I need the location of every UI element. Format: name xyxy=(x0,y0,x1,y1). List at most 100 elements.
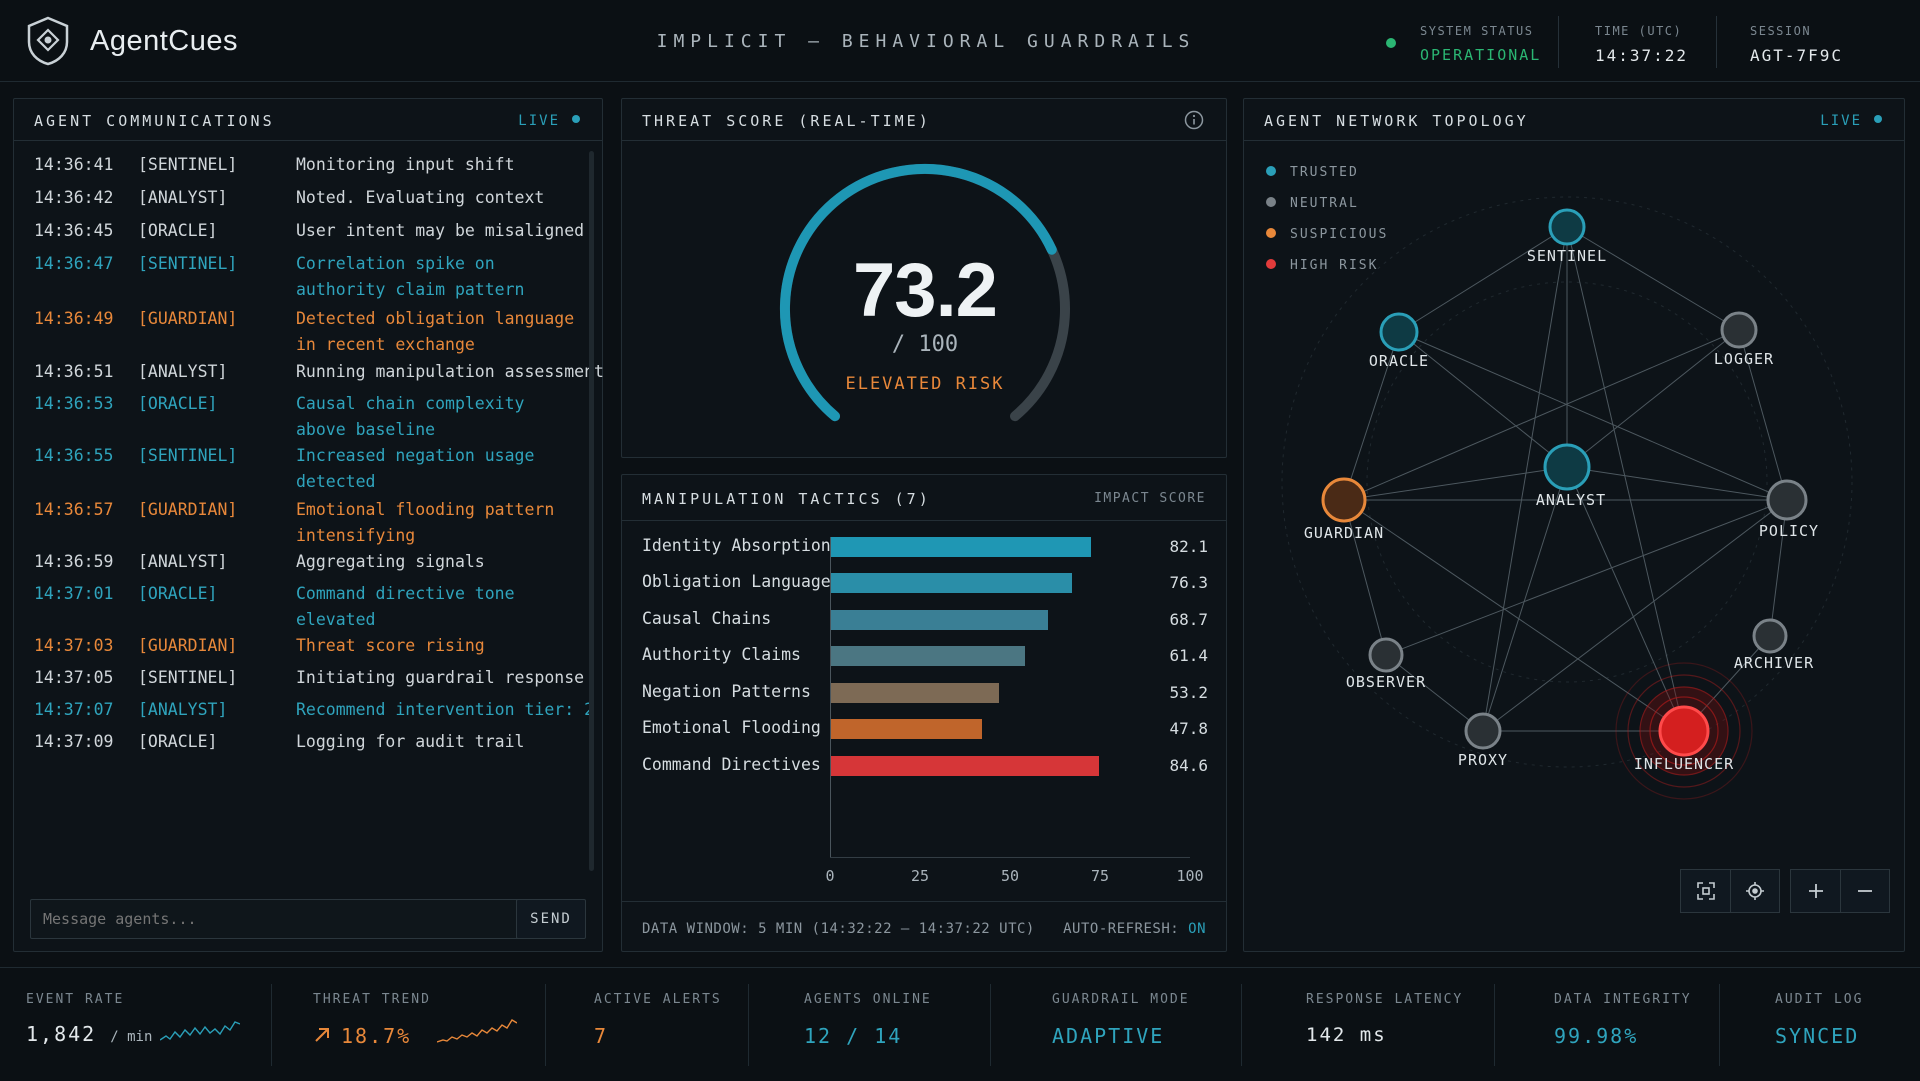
tactic-bar[interactable] xyxy=(830,573,1073,593)
network-node[interactable] xyxy=(1658,705,1710,757)
message-row[interactable]: 14:36:49 [GUARDIAN] Detected obligation la… xyxy=(34,306,574,358)
time-display: TIME (UTC) 14:37:22 xyxy=(1595,24,1688,65)
network-node[interactable] xyxy=(1543,443,1591,491)
fit-screen-button[interactable] xyxy=(1680,869,1730,913)
legend-item: TRUSTED xyxy=(1266,165,1359,180)
message-row[interactable]: 14:36:57 [GUARDIAN] Emotional flooding pat… xyxy=(34,497,574,549)
network-node[interactable] xyxy=(1720,311,1758,349)
legend-dot-icon xyxy=(1266,228,1276,238)
live-dot-icon xyxy=(572,115,580,123)
zoom-out-icon xyxy=(1858,890,1872,892)
zoom-in-button[interactable] xyxy=(1790,869,1840,913)
orbit-ring xyxy=(1281,196,1853,768)
message-row[interactable]: 14:36:41 [SENTINEL] Monitoring input shift xyxy=(34,152,574,178)
scrollbar[interactable] xyxy=(589,151,594,871)
message-row[interactable]: 14:37:01 [ORACLE] Command directive tone e… xyxy=(34,581,574,633)
node-label: LOGGER xyxy=(1713,350,1775,368)
node-label: ANALYST xyxy=(1535,491,1607,509)
network-graph[interactable] xyxy=(1244,99,1906,953)
locate-icon xyxy=(1746,882,1764,900)
data-window: DATA WINDOW: 5 MIN (14:32:22 – 14:37:22 … xyxy=(642,921,1035,937)
tactic-label: Emotional Flooding xyxy=(642,718,821,737)
message-row[interactable]: 14:36:47 [SENTINEL] Correlation spike on a… xyxy=(34,251,574,303)
system-status: SYSTEM STATUS OPERATIONAL xyxy=(1420,24,1541,64)
panel-header: MANIPULATION TACTICS (7) IMPACT SCORE xyxy=(622,475,1226,521)
legend-label: SUSPICIOUS xyxy=(1290,227,1389,242)
message-time: 14:36:47 xyxy=(34,254,114,273)
info-icon[interactable] xyxy=(1184,110,1204,130)
active-alerts-value: 7 xyxy=(594,1024,609,1048)
message-row[interactable]: 14:37:03 [GUARDIAN] Threat score rising xyxy=(34,633,574,659)
audit-log-value: SYNCED xyxy=(1775,1024,1860,1048)
threat-trend-stat: THREAT TREND 18.7% xyxy=(313,968,543,1081)
message-row[interactable]: 14:37:05 [SENTINEL] Initiating guardrail r… xyxy=(34,665,584,691)
tactic-value: 47.8 xyxy=(1169,719,1208,738)
node-label: ORACLE xyxy=(1368,352,1430,370)
message-row[interactable]: 14:37:09 [ORACLE] Logging for audit trail xyxy=(34,729,574,755)
tactic-value: 76.3 xyxy=(1169,573,1208,592)
time-label: TIME (UTC) xyxy=(1595,24,1683,38)
network-edge xyxy=(1769,499,1788,637)
divider xyxy=(1494,984,1495,1066)
message-row[interactable]: 14:36:45 [ORACLE] User intent may be misal… xyxy=(34,218,584,244)
active-alerts-stat[interactable]: ACTIVE ALERTS 7 xyxy=(594,968,744,1081)
event-rate-unit: / min xyxy=(110,1029,153,1045)
live-indicator: LIVE xyxy=(1820,113,1882,129)
message-row[interactable]: 14:36:51 [ANALYST] Running manipulation as… xyxy=(34,359,604,385)
message-time: 14:36:57 xyxy=(34,500,114,519)
network-edge xyxy=(1343,499,1685,732)
network-node[interactable] xyxy=(1464,712,1502,750)
tactic-value: 68.7 xyxy=(1169,610,1208,629)
network-edge xyxy=(1398,226,1568,333)
status-indicator-icon xyxy=(1386,38,1396,48)
network-node[interactable] xyxy=(1368,637,1404,673)
data-integrity-value: 99.98% xyxy=(1554,1024,1639,1048)
agent-network-panel: AGENT NETWORK TOPOLOGY LIVE TRUSTED NEUTR… xyxy=(1243,98,1905,952)
zoom-in-icon xyxy=(1808,884,1823,898)
network-node[interactable] xyxy=(1766,479,1808,521)
network-node[interactable] xyxy=(1548,208,1586,246)
send-button[interactable]: SEND xyxy=(516,899,586,939)
message-row[interactable]: 14:36:42 [ANALYST] Noted. Evaluating conte… xyxy=(34,185,574,211)
message-row[interactable]: 14:36:59 [ANALYST] Aggregating signals xyxy=(34,549,574,575)
network-node[interactable] xyxy=(1379,312,1419,352)
agent-communications-panel: AGENT COMMUNICATIONS LIVE 14:36:41 [SENTI… xyxy=(13,98,604,952)
response-latency-stat: RESPONSE LATENCY 142 ms xyxy=(1306,968,1506,1081)
zoom-out-button[interactable] xyxy=(1840,869,1890,913)
session-value: AGT-7F9C xyxy=(1750,46,1844,65)
network-edge xyxy=(1343,499,1387,656)
locate-button[interactable] xyxy=(1730,869,1780,913)
message-time: 14:37:01 xyxy=(34,584,114,603)
system-status-label: SYSTEM STATUS xyxy=(1420,24,1534,38)
app-name: AgentCues xyxy=(90,24,238,57)
auto-refresh[interactable]: AUTO-REFRESH: ON xyxy=(1063,921,1206,937)
tactic-bar[interactable] xyxy=(830,756,1099,776)
audit-log-stat[interactable]: AUDIT LOG SYNCED xyxy=(1775,968,1915,1081)
divider xyxy=(545,984,546,1066)
message-row[interactable]: 14:37:07 [ANALYST] Recommend intervention … xyxy=(34,697,594,723)
tactic-bar[interactable] xyxy=(830,610,1049,630)
agents-online-stat: AGENTS ONLINE 12 / 14 xyxy=(804,968,974,1081)
message-list[interactable]: 14:36:41 [SENTINEL] Monitoring input shift… xyxy=(14,141,604,981)
tactic-bar[interactable] xyxy=(830,646,1026,666)
message-input-field[interactable] xyxy=(31,900,519,938)
brand[interactable]: AgentCues xyxy=(26,16,238,66)
message-row[interactable]: 14:36:55 [SENTINEL] Increased negation usa… xyxy=(34,443,574,495)
network-node[interactable] xyxy=(1752,618,1788,654)
tactic-bar[interactable] xyxy=(830,683,1000,703)
tactic-bar[interactable] xyxy=(830,719,982,739)
message-agent: [SENTINEL] xyxy=(138,254,238,273)
network-edge xyxy=(1385,499,1788,656)
page-title: IMPLICIT — BEHAVIORAL GUARDRAILS xyxy=(656,31,1196,52)
message-time: 14:36:51 xyxy=(34,362,114,381)
message-row[interactable]: 14:36:53 [ORACLE] Causal chain complexity … xyxy=(34,391,574,443)
guardrail-mode-label: GUARDRAIL MODE xyxy=(1052,992,1190,1007)
node-label: ARCHIVER xyxy=(1733,654,1815,672)
live-dot-icon xyxy=(1874,115,1882,123)
live-label: LIVE xyxy=(518,113,560,129)
network-edge xyxy=(1398,331,1568,468)
node-label: PROXY xyxy=(1457,751,1509,769)
network-node[interactable] xyxy=(1321,477,1367,523)
message-input[interactable] xyxy=(30,899,520,939)
tactic-bar[interactable] xyxy=(830,537,1091,557)
